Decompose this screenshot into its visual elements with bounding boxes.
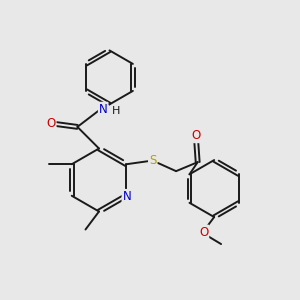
Text: O: O (192, 129, 201, 142)
Text: S: S (149, 154, 156, 167)
Text: O: O (46, 117, 56, 130)
Text: N: N (122, 190, 131, 203)
Text: N: N (99, 103, 108, 116)
Text: H: H (112, 106, 120, 116)
Text: O: O (199, 226, 208, 238)
